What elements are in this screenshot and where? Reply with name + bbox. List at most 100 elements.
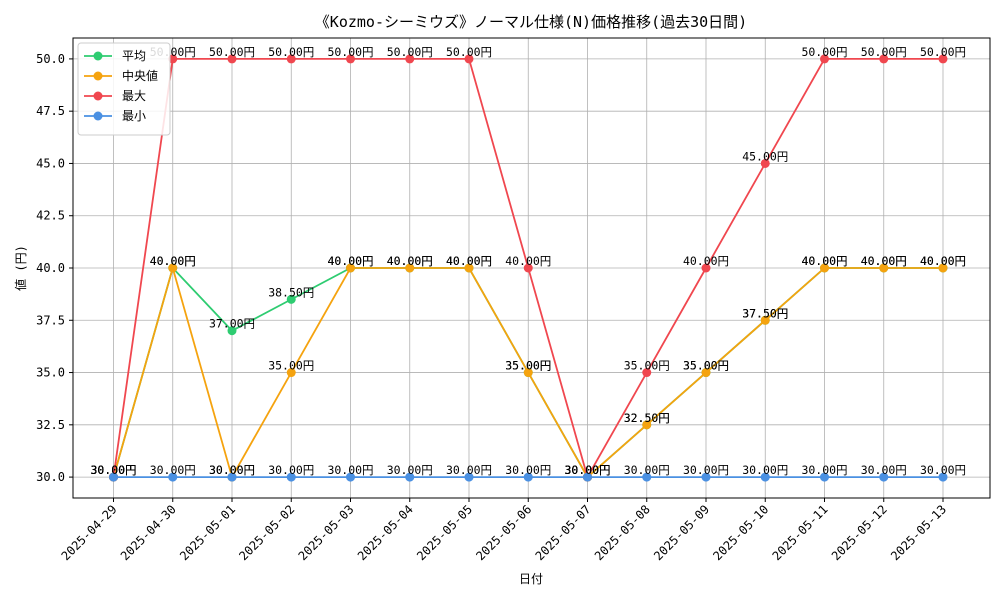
data-label: 40.00円: [446, 254, 492, 268]
data-point: [405, 263, 415, 273]
data-point: [464, 54, 474, 64]
y-tick-label: 42.5: [36, 209, 65, 223]
x-tick-label: 2025-05-02: [236, 502, 297, 563]
chart-title: 《Kozmo-シーミウズ》ノーマル仕様(N)価格推移(過去30日間): [315, 13, 747, 31]
data-point: [938, 472, 948, 482]
data-label: 35.00円: [268, 359, 314, 373]
legend-label: 中央値: [122, 68, 158, 83]
data-point: [879, 263, 889, 273]
data-label: 30.00円: [564, 463, 610, 477]
data-point: [346, 472, 355, 482]
legend-marker: [93, 71, 103, 81]
data-point: [346, 263, 355, 273]
data-label: 40.00円: [683, 254, 729, 268]
data-point: [464, 472, 474, 482]
data-label: 30.00円: [209, 463, 255, 477]
y-tick-label: 37.5: [36, 313, 65, 327]
data-label: 35.00円: [505, 359, 551, 373]
data-point: [642, 472, 652, 482]
data-label: 30.00円: [505, 463, 551, 477]
data-label: 30.00円: [90, 463, 136, 477]
data-point: [346, 54, 355, 64]
data-label: 37.00円: [209, 317, 255, 331]
legend-box: [77, 42, 171, 136]
data-label: 50.00円: [268, 45, 314, 59]
data-point: [879, 472, 889, 482]
data-label: 50.00円: [387, 45, 433, 59]
y-tick-label: 40.0: [36, 261, 65, 275]
legend-marker: [93, 91, 103, 101]
data-point: [820, 263, 829, 273]
data-point: [523, 472, 533, 482]
data-point: [227, 326, 237, 336]
x-tick-label: 2025-05-10: [710, 502, 771, 563]
data-point: [523, 263, 533, 273]
data-label: 30.00円: [624, 463, 670, 477]
data-label: 40.00円: [387, 254, 433, 268]
legend-label: 最小: [122, 109, 146, 123]
x-tick-label: 2025-04-30: [118, 502, 179, 563]
data-point: [820, 54, 829, 64]
y-axis-label: 値 (円): [13, 245, 28, 291]
data-point: [286, 54, 296, 64]
data-label: 30.00円: [209, 463, 255, 477]
data-label: 40.00円: [150, 254, 196, 268]
data-label: 37.50円: [742, 306, 788, 320]
data-label: 40.00円: [446, 254, 492, 268]
data-label: 30.00円: [150, 463, 196, 477]
data-label: 30.00円: [327, 463, 373, 477]
data-point: [760, 158, 770, 168]
legend-marker: [93, 111, 103, 121]
data-label: 50.00円: [209, 45, 255, 59]
x-axis-label: 日付: [519, 572, 543, 586]
data-point: [760, 315, 770, 325]
data-label: 30.00円: [387, 463, 433, 477]
data-point: [879, 54, 889, 64]
x-tick-label: 2025-05-06: [473, 502, 534, 563]
x-tick-label: 2025-05-13: [888, 502, 949, 563]
x-tick-label: 2025-05-03: [296, 502, 357, 563]
data-label: 30.00円: [90, 463, 136, 477]
data-point: [523, 368, 533, 378]
data-label: 30.00円: [683, 463, 729, 477]
data-label: 40.00円: [920, 254, 966, 268]
data-point: [405, 54, 415, 64]
data-point: [227, 472, 237, 482]
x-tick-label: 2025-05-12: [829, 502, 890, 563]
data-label: 40.00円: [920, 254, 966, 268]
data-label: 30.00円: [564, 463, 610, 477]
data-label: 50.00円: [920, 45, 966, 59]
x-tick-label: 2025-05-09: [651, 502, 712, 563]
data-label: 35.00円: [505, 359, 551, 373]
data-label: 40.00円: [861, 254, 907, 268]
x-tick-label: 2025-05-05: [414, 502, 475, 563]
data-label: 40.00円: [505, 254, 551, 268]
x-tick-label: 2025-05-01: [177, 502, 238, 563]
data-label: 30.00円: [446, 463, 492, 477]
x-tick-label: 2025-04-29: [59, 502, 120, 563]
data-point: [938, 263, 948, 273]
data-label: 35.00円: [624, 359, 670, 373]
y-tick-label: 45.0: [36, 156, 65, 170]
data-point: [227, 54, 237, 64]
data-point: [168, 263, 178, 273]
legend-label: 平均: [122, 49, 146, 63]
data-label: 40.00円: [801, 254, 847, 268]
data-point: [583, 472, 592, 482]
data-point: [405, 472, 415, 482]
data-label: 38.50円: [268, 285, 314, 299]
data-point: [760, 472, 770, 482]
data-label: 40.00円: [327, 254, 373, 268]
x-tick-label: 2025-05-08: [592, 502, 653, 563]
data-point: [286, 368, 296, 378]
data-point: [820, 472, 829, 482]
data-label: 32.50円: [624, 411, 670, 425]
data-point: [109, 472, 118, 482]
data-label: 30.00円: [801, 463, 847, 477]
data-point: [701, 368, 711, 378]
data-point: [286, 472, 296, 482]
x-tick-label: 2025-05-07: [533, 502, 594, 563]
x-tick-label: 2025-05-11: [770, 502, 831, 563]
data-label: 50.00円: [446, 45, 492, 59]
